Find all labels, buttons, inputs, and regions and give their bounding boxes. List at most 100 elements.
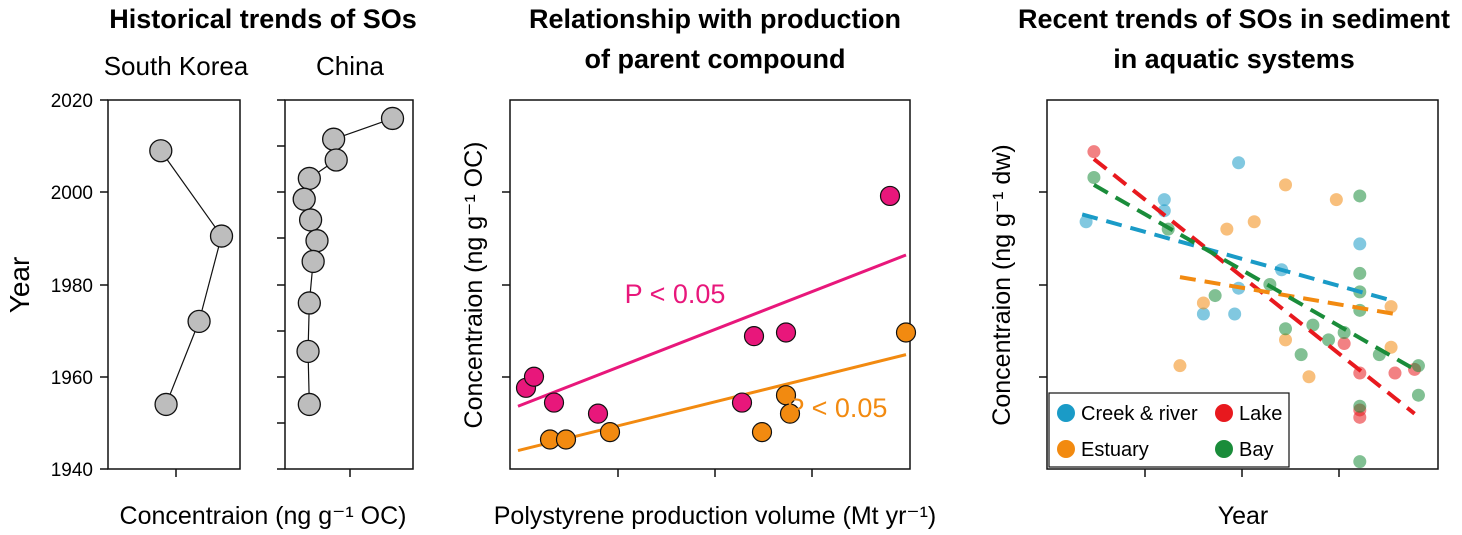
- creek-river-point: [1157, 193, 1171, 207]
- historical-ylabel: Year: [4, 257, 35, 314]
- china-point: [296, 339, 320, 364]
- china-point: [324, 148, 348, 172]
- estuary-point: [1279, 333, 1293, 347]
- magenta-p-value-annotation: P < 0.05: [625, 279, 726, 309]
- china-subtitle: China: [316, 51, 384, 81]
- south-korea-plot-frame: [107, 99, 241, 470]
- year-tick-label: 1960: [51, 368, 93, 389]
- orange-point: [555, 429, 577, 450]
- estuary-trend-line: [1179, 275, 1396, 316]
- legend-swatch-creek-river: [1057, 404, 1075, 422]
- south-korea-point: [209, 224, 234, 248]
- bay-trend-line: [1092, 183, 1416, 372]
- orange-regression-line: [517, 353, 907, 453]
- estuary-point: [1302, 370, 1316, 384]
- creek-river-point: [1228, 307, 1242, 321]
- creek-river-point: [1232, 156, 1246, 170]
- year-tick-label: 2000: [51, 183, 93, 204]
- magenta-point: [731, 392, 753, 413]
- legend-box: [1048, 392, 1290, 468]
- estuary-point: [1279, 178, 1293, 192]
- magenta-point: [543, 392, 565, 413]
- south-korea-point: [187, 309, 211, 334]
- relationship-panel: Relationship with production of parent c…: [460, 4, 936, 530]
- bay-point: [1411, 359, 1425, 373]
- orange-point: [779, 403, 801, 424]
- historical-xlabel: Concentraion (ng g⁻¹ OC): [120, 502, 407, 530]
- lake-point: [1388, 366, 1402, 380]
- china-point: [298, 208, 323, 232]
- relationship-series: [515, 185, 917, 453]
- south-korea-subtitle: South Korea: [104, 51, 249, 81]
- estuary-point: [1329, 193, 1343, 207]
- estuary-point: [1384, 300, 1398, 314]
- estuary-point: [1173, 359, 1187, 373]
- year-tick-label: 1980: [51, 276, 93, 297]
- south-korea-series: [149, 139, 234, 417]
- south-korea-point: [154, 392, 178, 417]
- bay-point: [1087, 170, 1101, 184]
- lake-point: [1353, 410, 1367, 424]
- historical-panel: Historical trends of SOs South Korea Chi…: [4, 4, 417, 530]
- legend-label-lake: Lake: [1239, 403, 1282, 425]
- china-point: [305, 229, 329, 253]
- recent-ylabel: Concentraion (ng g⁻¹ dw): [988, 144, 1016, 425]
- creek-river-point: [1353, 237, 1367, 251]
- bay-point: [1294, 348, 1308, 362]
- lake-point: [1087, 145, 1101, 159]
- magenta-point: [587, 403, 609, 424]
- lake-trend-line: [1092, 157, 1416, 416]
- creek-river-point: [1196, 307, 1210, 321]
- recent-title-line1: Recent trends of SOs in sediment: [1018, 4, 1450, 34]
- estuary-point: [1384, 340, 1398, 354]
- estuary-point: [1247, 215, 1261, 229]
- orange-point: [599, 422, 621, 443]
- creek-river-trend-line: [1081, 212, 1388, 302]
- estuary-point: [1196, 296, 1210, 310]
- magenta-point: [743, 326, 765, 347]
- magenta-point: [775, 322, 797, 343]
- bay-point: [1353, 189, 1367, 203]
- recent-series: [1079, 145, 1425, 469]
- magenta-point: [523, 366, 545, 387]
- south-korea-connector: [165, 321, 200, 405]
- recent-xlabel: Year: [1218, 502, 1269, 530]
- south-korea-point: [149, 139, 173, 163]
- bay-point: [1353, 399, 1367, 413]
- relationship-xlabel: Polystyrene production volume (Mt yr⁻¹): [494, 502, 937, 530]
- china-point: [297, 166, 321, 191]
- relationship-title-line2: of parent compound: [585, 44, 846, 74]
- china-point: [292, 187, 316, 211]
- historical-title: Historical trends of SOs: [109, 4, 417, 34]
- legend-label-estuary: Estuary: [1081, 439, 1149, 461]
- magenta-regression-line: [517, 253, 907, 408]
- bay-point: [1306, 318, 1320, 332]
- bay-point: [1411, 388, 1425, 402]
- legend-swatch-estuary: [1057, 440, 1075, 458]
- legend-swatch-bay: [1215, 440, 1233, 458]
- lake-point: [1337, 337, 1351, 351]
- relationship-axis-ticks: [502, 191, 813, 477]
- recent-axis-ticks: [1039, 191, 1340, 477]
- south-korea-connector: [160, 150, 223, 237]
- year-axis-ticks: [100, 99, 351, 477]
- bay-point: [1353, 455, 1367, 469]
- recent-title-line2: in aquatic systems: [1113, 44, 1355, 74]
- relationship-ylabel: Concentraion (ng g⁻¹ OC): [460, 142, 488, 429]
- bay-point: [1322, 333, 1336, 347]
- bay-point: [1279, 322, 1293, 336]
- china-point: [297, 291, 321, 315]
- china-point: [301, 249, 325, 274]
- china-series: [292, 106, 405, 417]
- china-point: [321, 127, 346, 151]
- china-point: [297, 392, 321, 417]
- bay-point: [1353, 266, 1367, 280]
- estuary-point: [1220, 222, 1234, 236]
- recent-panel: Recent trends of SOs in sediment in aqua…: [988, 4, 1450, 530]
- orange-point: [751, 422, 773, 443]
- magenta-point: [879, 185, 901, 207]
- recent-legend: Creek & river Lake Estuary Bay: [1048, 392, 1290, 468]
- legend-label-creek-river: Creek & river: [1081, 403, 1198, 425]
- south-korea-connector: [198, 235, 223, 322]
